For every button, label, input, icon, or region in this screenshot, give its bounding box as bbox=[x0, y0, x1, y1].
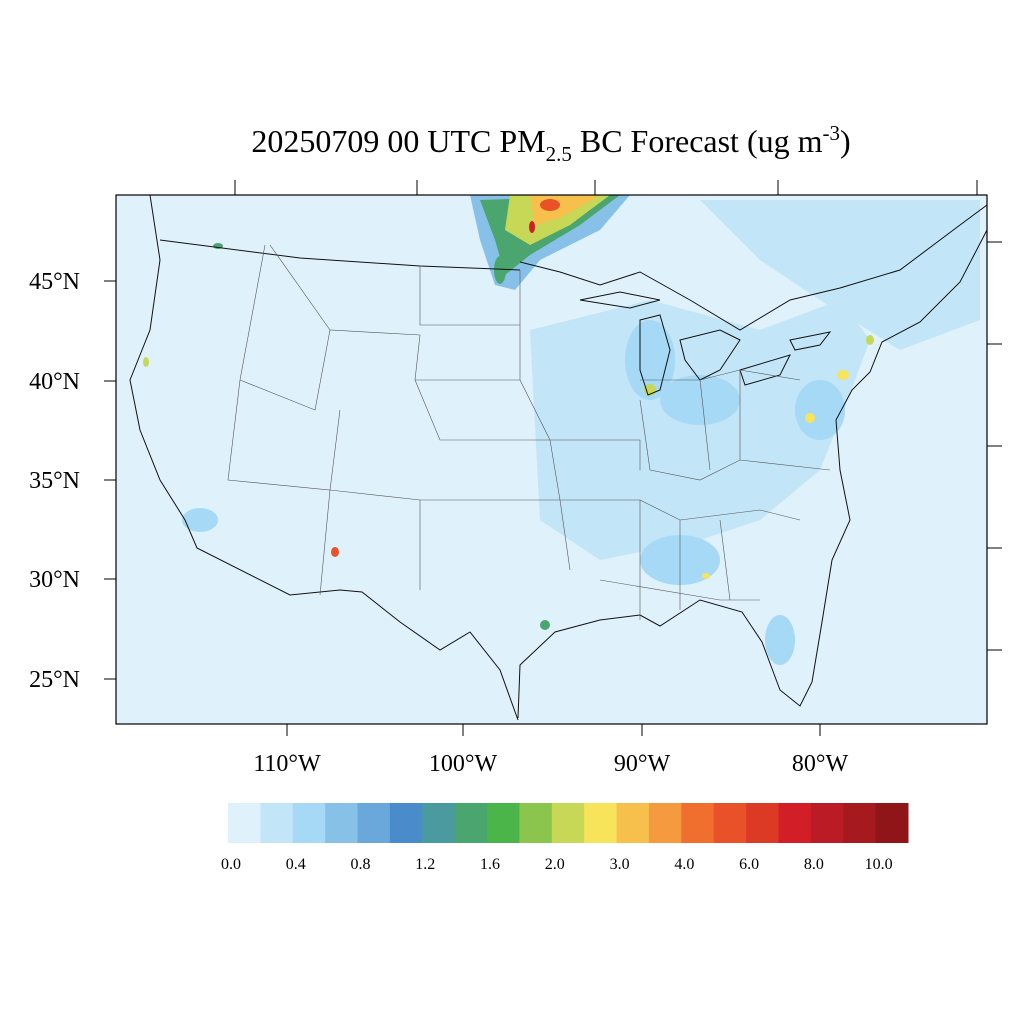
colorbar-box bbox=[292, 803, 326, 843]
lon-label: 110°W bbox=[253, 751, 321, 777]
lat-label: 30°N bbox=[29, 567, 80, 593]
colorbar-box bbox=[713, 803, 747, 843]
colorbar-label: 2.0 bbox=[545, 856, 565, 873]
colorbar-box bbox=[810, 803, 844, 843]
map-frame bbox=[115, 194, 988, 725]
title-text: ) bbox=[840, 123, 851, 159]
colorbar-label: 0.8 bbox=[351, 856, 371, 873]
colorbar-box bbox=[778, 803, 812, 843]
colorbar-box bbox=[843, 803, 877, 843]
lon-label: 90°W bbox=[614, 751, 671, 777]
colorbar-box bbox=[616, 803, 650, 843]
title-subscript: 2.5 bbox=[546, 142, 572, 166]
colorbar-box bbox=[454, 803, 488, 843]
lat-label: 25°N bbox=[29, 667, 80, 693]
colorbar-box bbox=[681, 803, 715, 843]
colorbar-label: 1.2 bbox=[415, 856, 435, 873]
colorbar-label: 0.0 bbox=[221, 856, 241, 873]
lon-label: 80°W bbox=[792, 751, 849, 777]
colorbar-label: 6.0 bbox=[739, 856, 759, 873]
colorbar-box bbox=[487, 803, 520, 843]
colorbar-box bbox=[875, 803, 909, 843]
map: 45°N 40°N 35°N 30°N 25°N 110°W 100°W 90°W 80°W bbox=[29, 180, 1002, 777]
colorbar-box bbox=[551, 803, 585, 843]
colorbar-label: 10.0 bbox=[865, 856, 893, 873]
colorbar-label: 1.6 bbox=[480, 856, 500, 873]
colorbar-box bbox=[389, 803, 423, 843]
colorbar-label: 8.0 bbox=[804, 856, 824, 873]
lat-label: 45°N bbox=[29, 269, 80, 295]
colorbar-box bbox=[260, 803, 294, 843]
colorbar-box bbox=[422, 803, 456, 843]
colorbar-box bbox=[746, 803, 779, 843]
colorbar-label: 4.0 bbox=[674, 856, 694, 873]
title-text: 20250709 00 UTC PM bbox=[251, 123, 545, 159]
colorbar-box bbox=[228, 803, 261, 843]
colorbar-label: 3.0 bbox=[610, 856, 630, 873]
colorbar: 0.0 0.4 0.8 1.2 1.6 2.0 3.0 4.0 6.0 8.0 10.0 bbox=[221, 803, 909, 873]
lat-label: 40°N bbox=[29, 369, 80, 395]
colorbar-box bbox=[325, 803, 359, 843]
colorbar-box bbox=[519, 803, 553, 843]
title: 20250709 00 UTC PM2.5 BC Forecast (ug m-… bbox=[251, 121, 850, 166]
lon-label: 100°W bbox=[429, 751, 498, 777]
title-text: BC Forecast (ug m bbox=[572, 123, 823, 159]
title-superscript: -3 bbox=[822, 121, 840, 145]
colorbar-box bbox=[584, 803, 618, 843]
lat-label: 35°N bbox=[29, 468, 80, 494]
colorbar-box bbox=[357, 803, 391, 843]
colorbar-label: 0.4 bbox=[286, 856, 306, 873]
map-field bbox=[129, 195, 987, 721]
colorbar-box bbox=[648, 803, 682, 843]
